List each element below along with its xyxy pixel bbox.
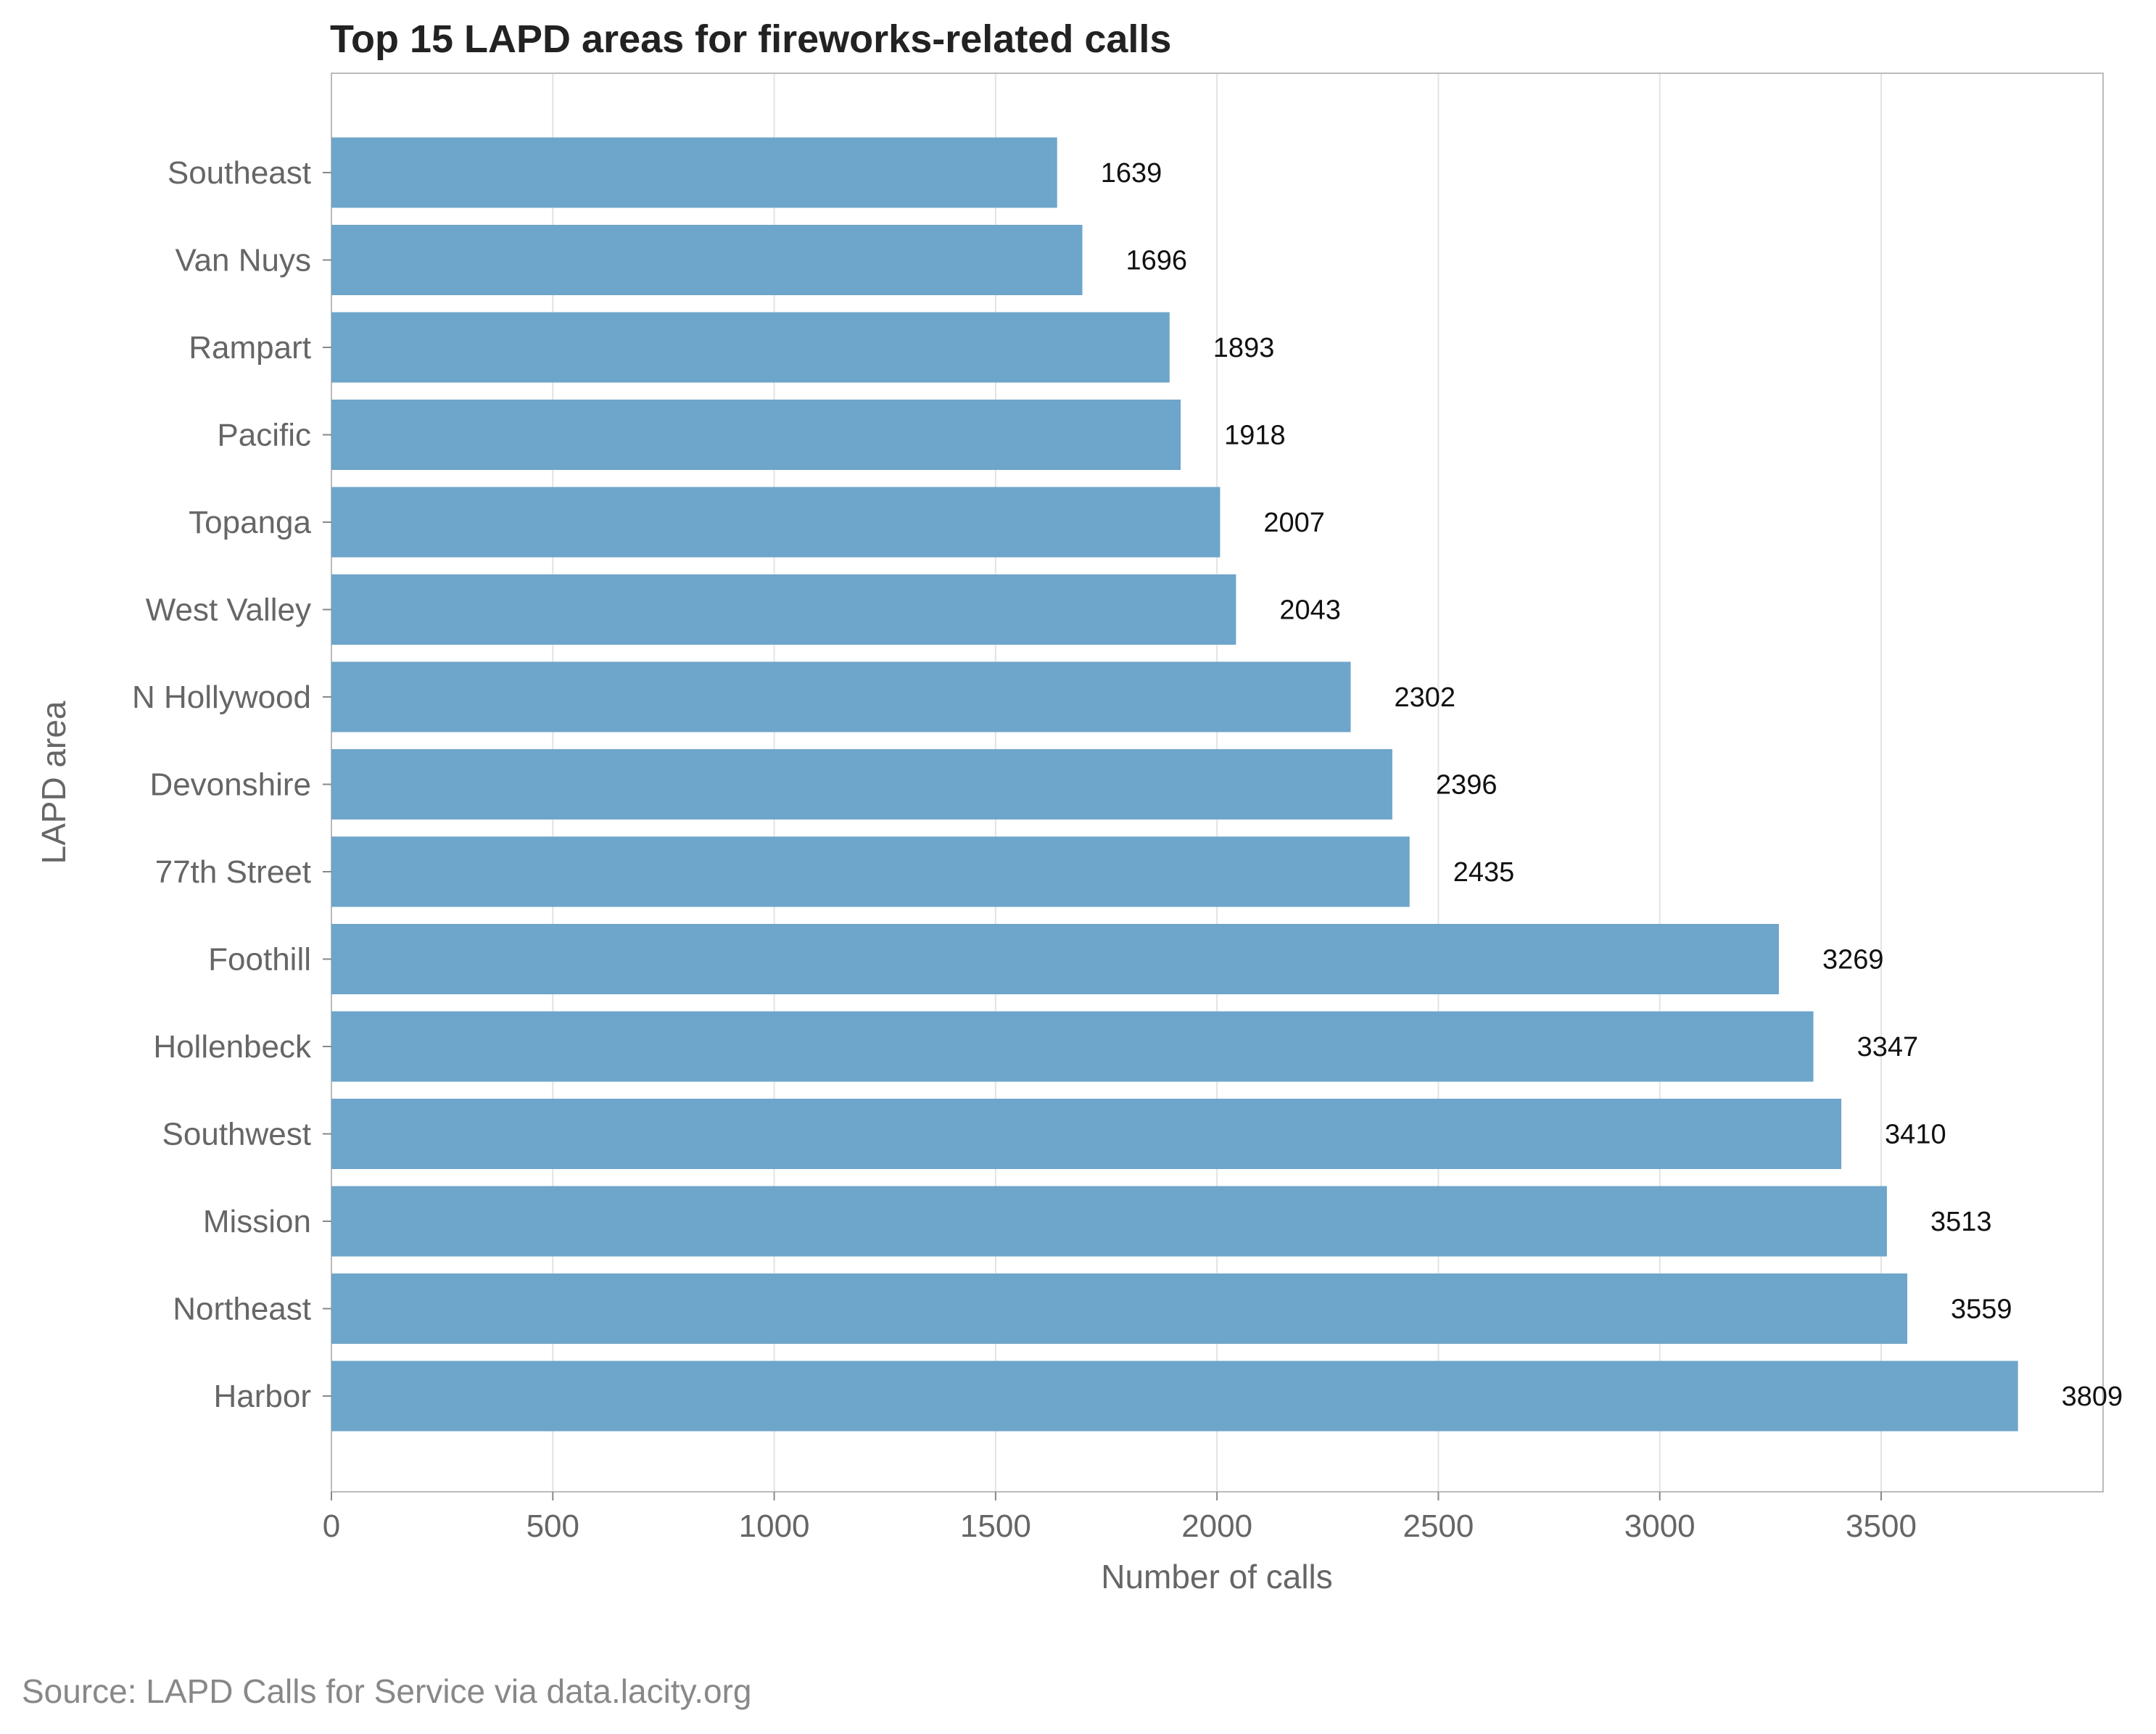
y-tick-label: Harbor: [214, 1379, 312, 1414]
bar: [331, 661, 1351, 732]
bar: [331, 749, 1392, 819]
x-axis-label: Number of calls: [1101, 1558, 1333, 1595]
bar: [331, 1186, 1887, 1257]
bar: [331, 1099, 1842, 1169]
chart-title: Top 15 LAPD areas for fireworks-related …: [330, 17, 1171, 61]
bars: [331, 137, 2018, 1432]
y-tick-label: West Valley: [146, 593, 311, 628]
data-label: 2007: [1263, 508, 1325, 538]
x-tick-label: 1500: [960, 1508, 1031, 1544]
data-label: 3513: [1930, 1207, 1992, 1237]
source-note: Source: LAPD Calls for Service via data.…: [22, 1672, 751, 1710]
data-label: 3559: [1951, 1295, 2012, 1325]
data-labels: 1639 1696 1893 1918 2007 2043 2302 2396 2435 3269…: [1101, 158, 2123, 1412]
data-label: 1918: [1224, 421, 1286, 451]
x-tick-label: 500: [526, 1508, 579, 1544]
bar: [331, 574, 1236, 645]
y-tick-label: Topanga: [189, 505, 311, 540]
y-tick-label: Van Nuys: [175, 243, 312, 278]
data-label: 2043: [1279, 595, 1341, 626]
x-tick-label: 3500: [1846, 1508, 1917, 1544]
y-tick-label: Rampart: [189, 330, 311, 366]
data-label: 3809: [2062, 1382, 2123, 1412]
bar: [331, 137, 1057, 208]
y-tick-label: Foothill: [208, 942, 311, 978]
y-tick-label: Southwest: [162, 1117, 311, 1152]
data-label: 3410: [1885, 1120, 1946, 1150]
x-tick-label: 2000: [1181, 1508, 1252, 1544]
bar: [331, 1273, 1908, 1344]
y-tick-label: Hollenbeck: [153, 1029, 312, 1065]
bar: [331, 487, 1221, 558]
y-tick-label: N Hollywood: [132, 680, 311, 715]
x-tick-label: 0: [323, 1508, 340, 1544]
bar: [331, 400, 1181, 470]
y-axis-label: LAPD area: [35, 701, 73, 864]
y-tick-label: 77th Street: [155, 854, 311, 890]
bar: [331, 1011, 1814, 1082]
data-label: 1639: [1101, 158, 1162, 189]
x-tick-label: 3000: [1624, 1508, 1696, 1544]
y-tick-labels: Southeast Van Nuys Rampart Pacific Topanga We…: [132, 155, 331, 1414]
data-label: 2435: [1453, 857, 1515, 888]
x-tick-labels: 0 500 1000 1500 2000 2500 3000 3500: [323, 1492, 1917, 1544]
y-tick-label: Northeast: [173, 1292, 311, 1327]
data-label: 3269: [1822, 945, 1884, 975]
data-label: 2396: [1436, 770, 1498, 801]
data-label: 1893: [1213, 333, 1275, 363]
y-tick-label: Pacific: [217, 418, 311, 453]
bar: [331, 225, 1083, 295]
y-tick-label: Devonshire: [149, 767, 311, 803]
data-label: 3347: [1857, 1032, 1919, 1062]
bar: [331, 836, 1410, 907]
data-label: 2302: [1395, 682, 1456, 713]
data-label: 1696: [1126, 246, 1188, 276]
x-tick-label: 1000: [739, 1508, 810, 1544]
y-tick-label: Southeast: [168, 155, 311, 191]
y-tick-label: Mission: [203, 1204, 311, 1239]
bar: [331, 312, 1170, 383]
bar: [331, 924, 1779, 994]
x-tick-label: 2500: [1403, 1508, 1474, 1544]
bar: [331, 1361, 2018, 1432]
